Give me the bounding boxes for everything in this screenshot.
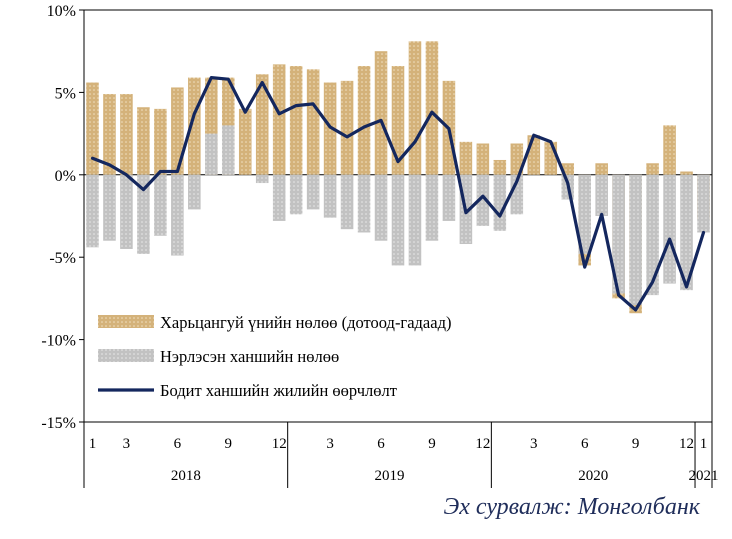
relative-price-bar [357,66,371,175]
year-label: 2021 [689,468,719,484]
x-tick-label: 6 [581,436,589,452]
nominal-rate-bar [629,174,642,305]
nominal-rate-bar [408,174,422,266]
y-tick-label: 10% [47,3,76,20]
relative-price-bar [391,66,405,175]
nominal-rate-bar [680,174,693,291]
relative-price-bar [306,69,320,175]
nominal-rate-bar [306,174,320,210]
nominal-rate-bar [340,174,354,230]
x-tick-label: 1 [89,436,97,452]
relative-price-bar [408,41,422,175]
x-tick-label: 6 [174,436,182,452]
year-label: 2018 [171,468,201,484]
y-tick-label: 5% [55,85,76,102]
relative-price-bar [425,41,439,175]
nominal-rate-bar [137,174,150,254]
x-tick-label: 12 [475,436,490,452]
relative-price-bar [595,163,608,175]
relative-price-bar [340,80,354,175]
y-tick-label: -5% [49,250,76,267]
nominal-rate-bar [221,125,235,175]
x-tick-label: 12 [679,436,694,452]
relative-price-bar [680,171,693,175]
nominal-rate-bar [171,174,184,256]
relative-price-bar [289,66,303,175]
nominal-rate-bar [103,174,116,241]
x-tick-label: 6 [377,436,385,452]
nominal-rate-bar [595,174,608,216]
source-note: Эх сурвалж: Монголбанк [443,494,700,520]
x-tick-label: 3 [123,436,131,452]
relative-price-bar [663,125,676,175]
relative-price-bar [86,82,99,175]
nominal-rate-bar [476,174,490,226]
relative-price-bar [527,135,541,175]
nominal-rate-bar [697,174,710,233]
relative-price-bar [272,64,286,175]
nominal-rate-bar [205,133,218,175]
nominal-rate-bar [442,174,456,221]
relative-price-bar [510,143,524,175]
relative-price-bar [171,87,184,175]
nominal-rate-bar [612,174,625,294]
relative-price-bar [476,143,490,175]
nominal-rate-bar [323,174,337,218]
x-tick-label: 9 [225,436,233,452]
x-tick-label: 9 [428,436,436,452]
y-tick-label: -10% [41,333,76,350]
relative-price-bar [137,107,150,175]
nominal-rate-bar [86,174,99,248]
x-tick-label: 9 [632,436,640,452]
nominal-rate-bar [663,174,676,284]
nominal-rate-bar [425,174,439,241]
y-tick-label: -15% [41,415,76,432]
nominal-rate-bar [374,174,388,241]
relative-price-bar [154,108,167,175]
nominal-rate-bar [493,174,507,231]
year-label: 2020 [578,468,608,484]
x-tick-label: 1 [700,436,708,452]
x-tick-label: 3 [326,436,334,452]
relative-price-bar [459,141,473,175]
relative-price-bar [103,94,116,175]
relative-price-bar [374,51,388,175]
relative-price-bar [493,159,507,175]
relative-price-bar [238,108,252,175]
nominal-rate-bar [391,174,405,266]
nominal-rate-bar [578,174,591,254]
nominal-rate-bar [357,174,371,233]
relative-price-bar [188,77,201,175]
legend-label: Харьцангуй үнийн нөлөө (дотоод-гадаад) [160,313,451,332]
nominal-rate-bar [272,174,286,221]
relative-price-bar [646,163,659,175]
legend-swatch [98,349,154,362]
nominal-rate-bar [154,174,167,236]
year-label: 2019 [375,468,405,484]
nominal-rate-bar [120,174,133,249]
legend-label: Бодит ханшийн жилийн өөрчлөлт [160,381,397,400]
nominal-rate-bar [646,174,659,296]
nominal-rate-bar [188,174,201,210]
relative-price-bar [120,94,133,175]
x-tick-label: 3 [530,436,538,452]
y-tick-label: 0% [55,168,76,185]
legend-label: Нэрлэсэн ханшийн нөлөө [160,347,339,366]
plot-frame [83,9,713,423]
relative-price-bar [544,141,558,175]
nominal-rate-bar [289,174,303,215]
relative-price-bar [255,74,269,175]
relative-price-bar [561,163,575,175]
x-tick-label: 12 [272,436,287,452]
real-rate-line [90,75,706,312]
legend-swatch [98,315,154,328]
nominal-rate-bar [255,174,269,184]
